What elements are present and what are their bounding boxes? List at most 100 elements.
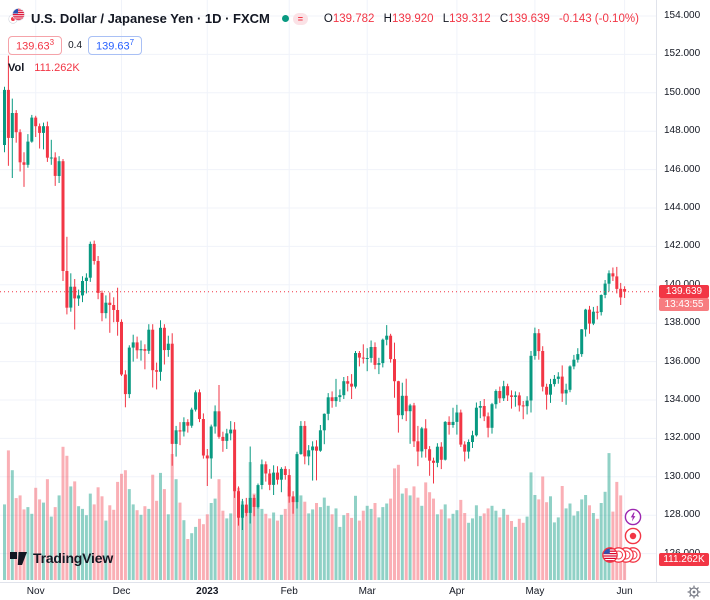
candle-body [198, 392, 201, 419]
volume-bar [389, 498, 393, 580]
volume-bar [221, 510, 225, 580]
volume-bar [400, 493, 404, 580]
candlestick-chart[interactable] [0, 0, 656, 580]
volume-bar [237, 487, 240, 580]
volume-bar [494, 510, 498, 580]
time-axis-label: Feb [280, 586, 298, 597]
candle-body [373, 347, 377, 365]
candle-body [268, 473, 272, 485]
legend-row-quotes: 139.633 0.4 139.637 [8, 36, 639, 55]
volume-bar [182, 520, 186, 580]
volume-bar [131, 504, 135, 580]
volume-bar [502, 508, 506, 580]
volume-bar [252, 493, 256, 580]
chart-plot-area[interactable]: U.S. Dollar / Japanese Yen · 1D · FXCM =… [0, 0, 656, 582]
candle-body [459, 412, 463, 445]
candle-body [334, 397, 338, 402]
candle-body [611, 273, 615, 277]
high-value: 139.920 [391, 12, 434, 25]
candle-body [283, 468, 287, 475]
volume-bar [127, 489, 131, 580]
price-tick-label: 154.000 [664, 10, 701, 21]
candle-body [595, 311, 599, 313]
candle-body [350, 383, 354, 387]
volume-bar [478, 516, 482, 580]
record-dot-button[interactable] [624, 527, 642, 545]
volume-bar [408, 495, 412, 580]
volume-bar [537, 499, 541, 580]
candle-body [541, 351, 545, 387]
alert-lightning-button[interactable] [624, 508, 642, 526]
volume-bar [439, 509, 443, 580]
volume-bar [521, 522, 525, 580]
volume-bar [517, 518, 521, 580]
volume-bar [120, 473, 123, 580]
volume-bar [463, 513, 467, 580]
candle-body [486, 416, 490, 428]
candle-body [564, 389, 568, 394]
volume-bar [552, 522, 556, 580]
flag-ripple-button[interactable] [602, 546, 642, 564]
candle-body [3, 89, 6, 145]
volume-bar [81, 508, 84, 580]
candle-body [533, 333, 537, 356]
ask-price-button[interactable]: 139.637 [88, 36, 143, 55]
tradingview-logo[interactable]: TradingView [10, 550, 113, 566]
candle-body [186, 422, 190, 426]
volume-bar [225, 518, 229, 580]
candle-body [22, 162, 26, 165]
volume-bar [14, 498, 18, 580]
ohlc-values: O139.782 H139.920 L139.312 C139.639 -0.1… [318, 13, 639, 25]
candle-body [112, 305, 116, 310]
volume-bar [264, 513, 268, 580]
price-axis[interactable]: 154.000 152.000 150.000 148.000 146.000 144.0… [656, 0, 710, 582]
floating-buttons [602, 507, 642, 564]
volume-bar [342, 515, 346, 580]
volume-bar [205, 514, 209, 580]
candle-body [603, 283, 607, 295]
candle-body [34, 117, 38, 127]
candle-body [276, 472, 279, 480]
volume-bar [22, 509, 26, 580]
bar-countdown-badge: 13:43:55 [659, 297, 709, 311]
volume-bar [369, 508, 373, 580]
candle-body [69, 286, 73, 308]
candle-body [131, 342, 135, 348]
candle-body [237, 491, 240, 518]
market-status-icon[interactable] [281, 15, 289, 22]
candle-body [174, 430, 178, 444]
volume-bar [116, 481, 120, 580]
candle-body [120, 321, 123, 375]
candle-body [365, 358, 369, 359]
bid-price-button[interactable]: 139.633 [8, 36, 63, 55]
candle-body [346, 381, 350, 384]
volume-bar [607, 453, 611, 580]
volume-bar [49, 516, 53, 580]
time-axis[interactable]: Nov Dec 2023 Feb Mar Apr May Jun [0, 582, 710, 600]
volume-bar [595, 518, 599, 580]
volume-bar [350, 517, 354, 580]
price-tick-label: 142.000 [664, 240, 701, 252]
timezone-gear-button[interactable] [687, 585, 701, 600]
volume-bar [354, 495, 357, 580]
volume-bar [474, 505, 478, 580]
candle-body [381, 339, 385, 364]
candle-body [260, 464, 264, 485]
volume-indicator-value: 111.262K [34, 61, 80, 74]
volume-bar [377, 517, 381, 580]
data-delay-icon[interactable]: = [292, 12, 308, 25]
symbol-title[interactable]: U.S. Dollar / Japanese Yen · 1D · FXCM [31, 11, 270, 26]
volume-bar [412, 486, 416, 580]
candle-body [151, 329, 155, 371]
volume-bar [291, 502, 295, 580]
volume-bar [100, 496, 104, 580]
low-value: 139.312 [449, 12, 491, 25]
volume-indicator-label[interactable]: Vol [8, 61, 25, 74]
candle-body [506, 386, 510, 396]
candle-body [591, 311, 595, 324]
ask-price-pipette: 7 [129, 38, 135, 47]
volume-bar [447, 518, 451, 580]
candle-body [159, 327, 162, 372]
volume-bar [396, 464, 400, 580]
volume-bar [18, 495, 22, 580]
